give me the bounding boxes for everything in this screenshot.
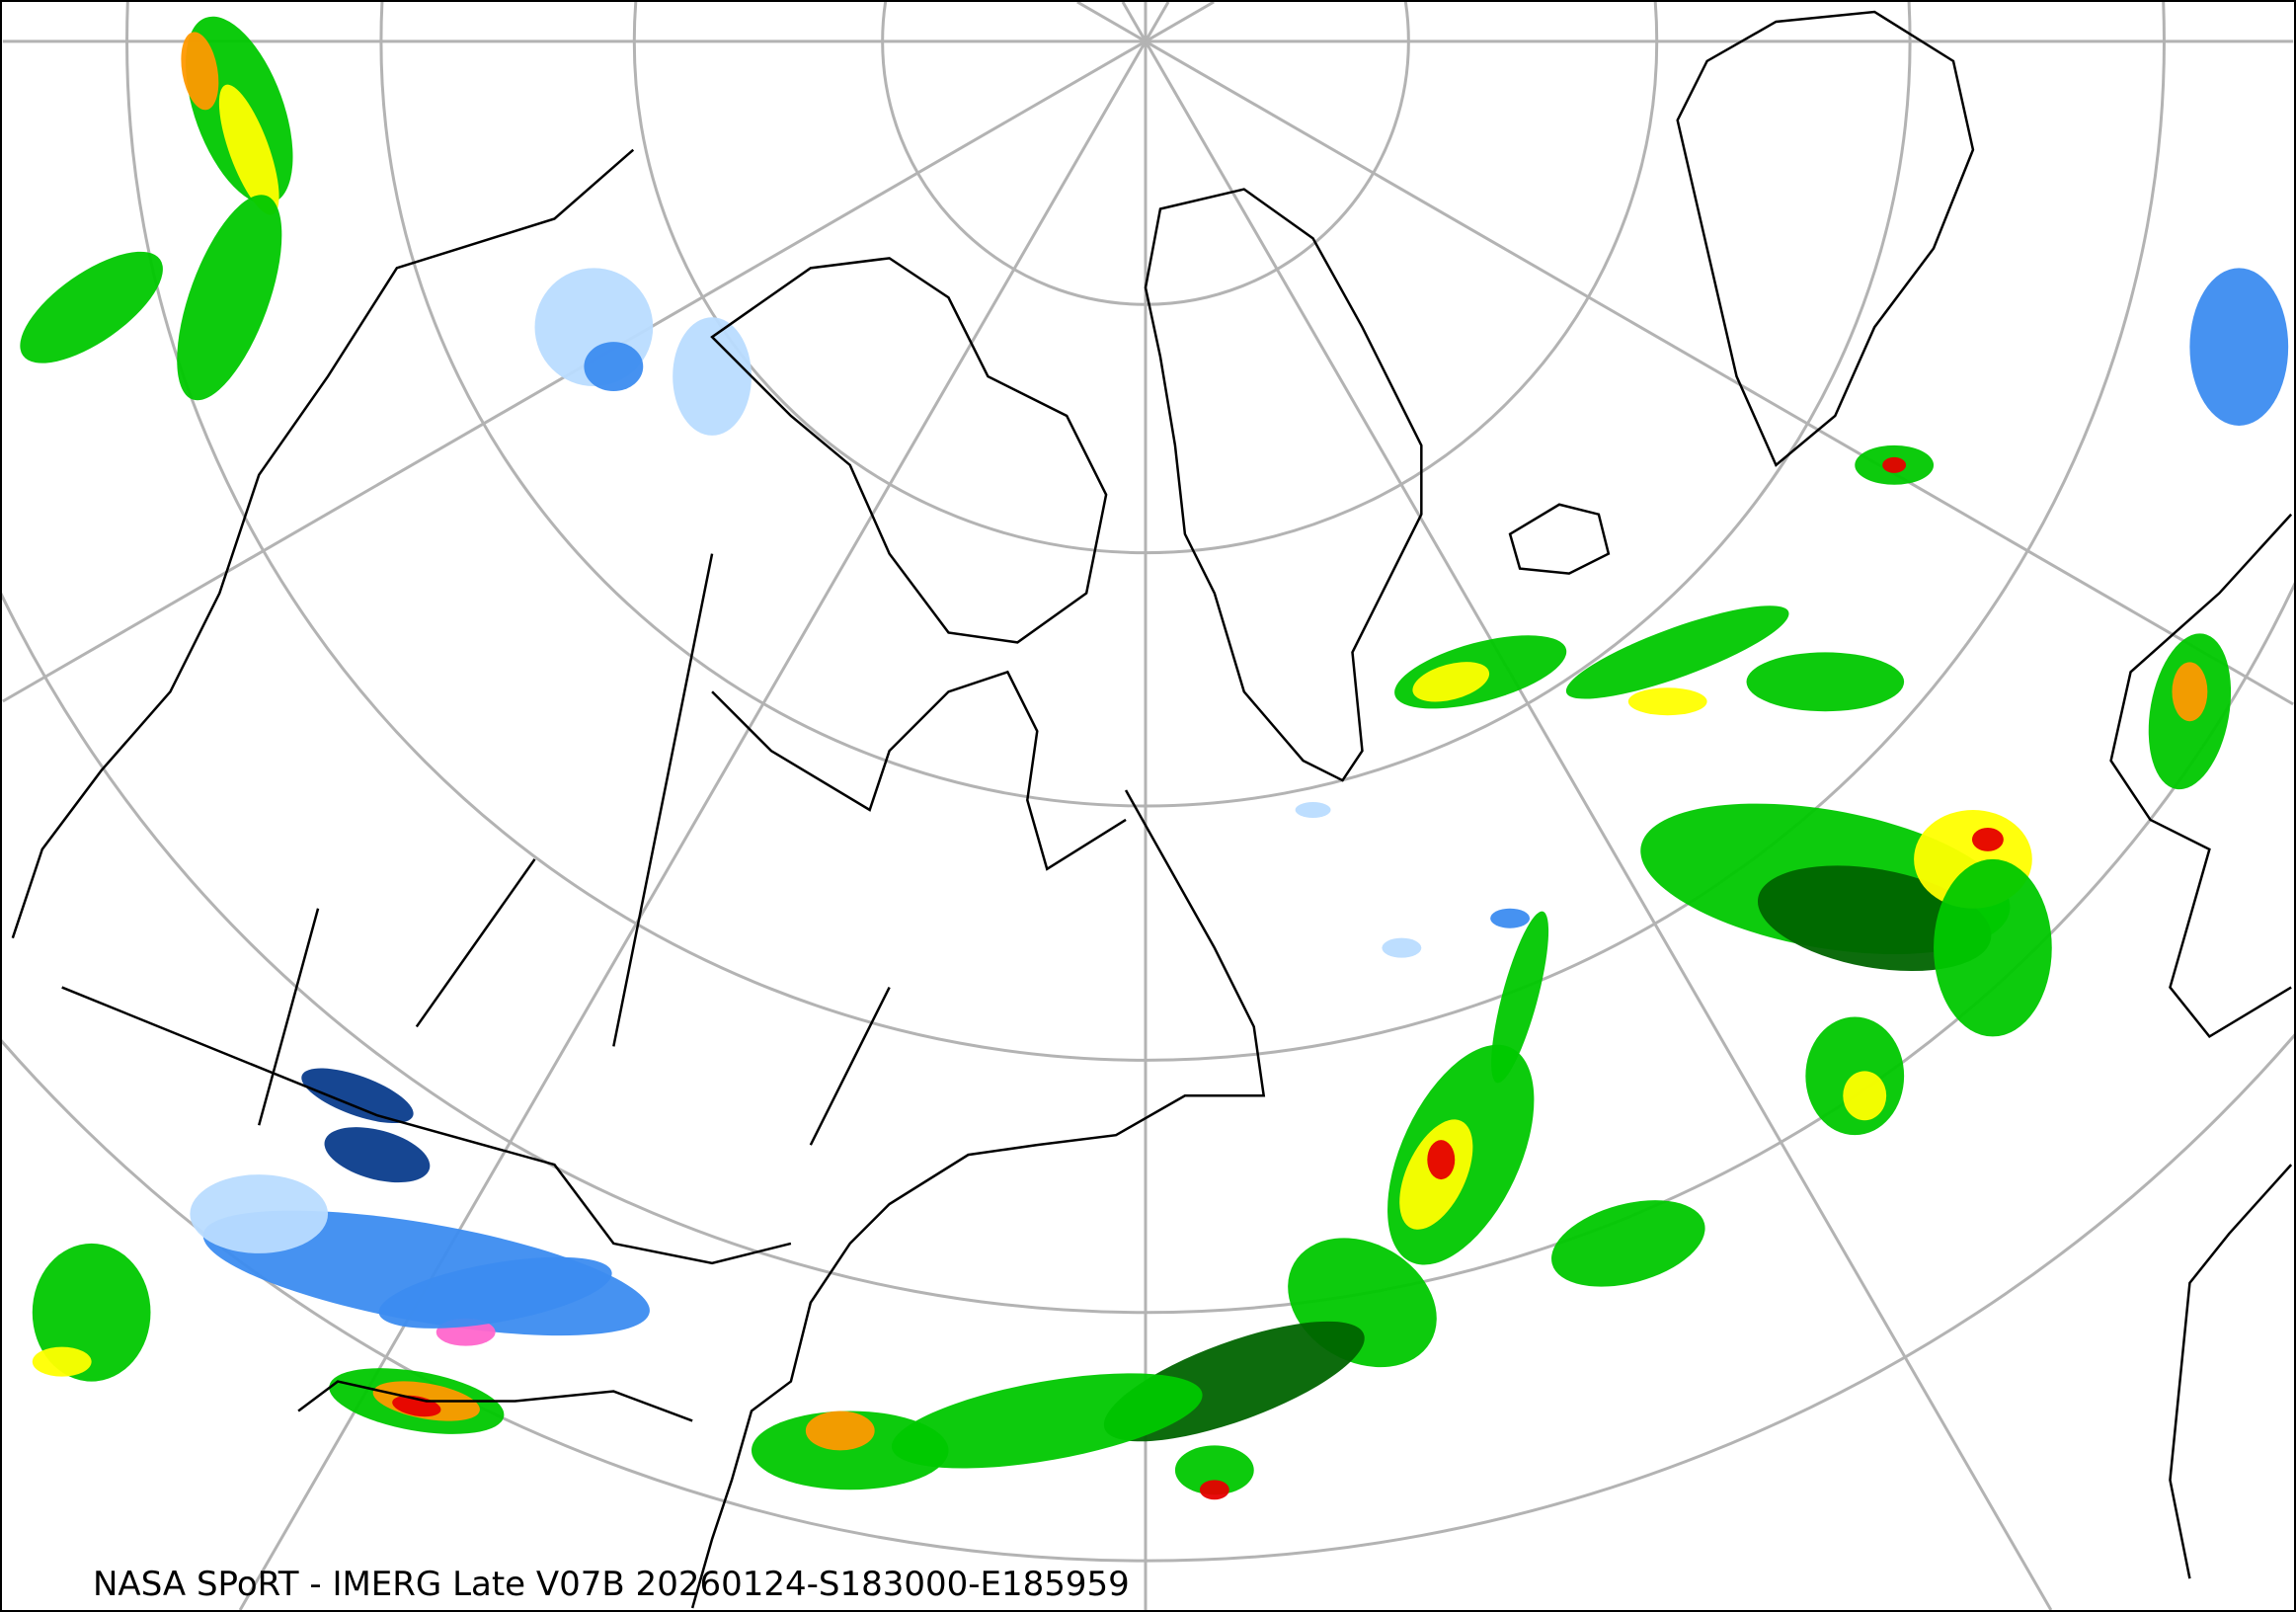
precip-area-snow-light: [190, 1174, 329, 1253]
canada-provinces: [258, 553, 891, 1146]
meridian-line: [1144, 40, 2053, 1610]
greenland-coast: [1144, 188, 1423, 782]
precip-area-rain-light: [1565, 605, 1789, 699]
precip-area-rain-moderate: [1412, 662, 1490, 702]
iceland-coast: [1508, 503, 1611, 575]
precip-area-rain-light: [1491, 911, 1549, 1084]
meridian-line: [1076, 2, 1147, 43]
precip-area-rain-moderate: [32, 1346, 92, 1377]
precip-area-rain-heavy: [805, 1410, 875, 1451]
precip-area-rain-light: [891, 1373, 1203, 1469]
precip-area-rain-light: [32, 1243, 151, 1382]
coastlines-borders: [11, 10, 2293, 1609]
precip-area-rain-light: [1174, 1445, 1254, 1495]
us-canada-border: [61, 986, 792, 1265]
precip-area-rain-moderate: [1843, 1071, 1887, 1121]
meridian-line: [1145, 2, 1215, 43]
meridian-line: [1145, 40, 2294, 706]
precip-area-rain-light: [1934, 858, 2052, 1037]
precip-area-rain-light: [177, 195, 282, 401]
precip-area-rain-heavy: [181, 32, 219, 111]
precip-area-snow-heavy: [324, 1127, 431, 1183]
precip-area-snow-light: [673, 317, 752, 436]
precip-area-rain-very_heavy: [1199, 1480, 1229, 1500]
precip-area-snow-light: [1382, 937, 1422, 958]
gulf-coast: [297, 1380, 693, 1422]
precip-area-rain-heavy: [2172, 662, 2208, 722]
pacific-coast: [11, 148, 635, 939]
map-caption: NASA SPoRT - IMERG Late V07B 20260124-S1…: [93, 1565, 1130, 1604]
latitude-circle: [2, 1033, 2294, 1563]
precip-area-snow-light: [1295, 802, 1331, 818]
precip-area-snow-moderate: [378, 1256, 612, 1329]
precip-area-rain-very_heavy: [1427, 1140, 1456, 1180]
precip-area-snow-heavy: [301, 1068, 414, 1124]
precipitation-layer: [20, 16, 2289, 1500]
meridian-line: [1121, 2, 1148, 42]
precip-area-rain-light: [1746, 652, 1905, 712]
precip-area-rain-moderate: [1627, 687, 1707, 716]
precip-area-rain-light: [751, 1410, 949, 1491]
africa-coast: [2169, 1164, 2293, 1579]
precip-area-rain-light: [1551, 1200, 1705, 1287]
precip-area-rain-light: [20, 251, 163, 363]
precip-area-rain-very_heavy: [1882, 456, 1907, 473]
meridian-line: [1144, 2, 1170, 42]
meridian-line: [238, 40, 1148, 1610]
precip-area-snow-moderate: [584, 342, 644, 392]
precip-area-rain-very_heavy: [1971, 827, 2004, 851]
precip-area-snow-moderate: [2189, 268, 2289, 426]
precip-area-snow-moderate: [1490, 908, 1531, 928]
canada-arctic-islands: [710, 257, 1108, 644]
europe-coast: [2109, 513, 2293, 1039]
hudson-bay-coast: [711, 670, 1127, 871]
scandinavia-coast: [1676, 10, 1975, 467]
precip-area-rain-moderate: [218, 84, 279, 215]
north-america-east-coast: [690, 789, 1266, 1609]
